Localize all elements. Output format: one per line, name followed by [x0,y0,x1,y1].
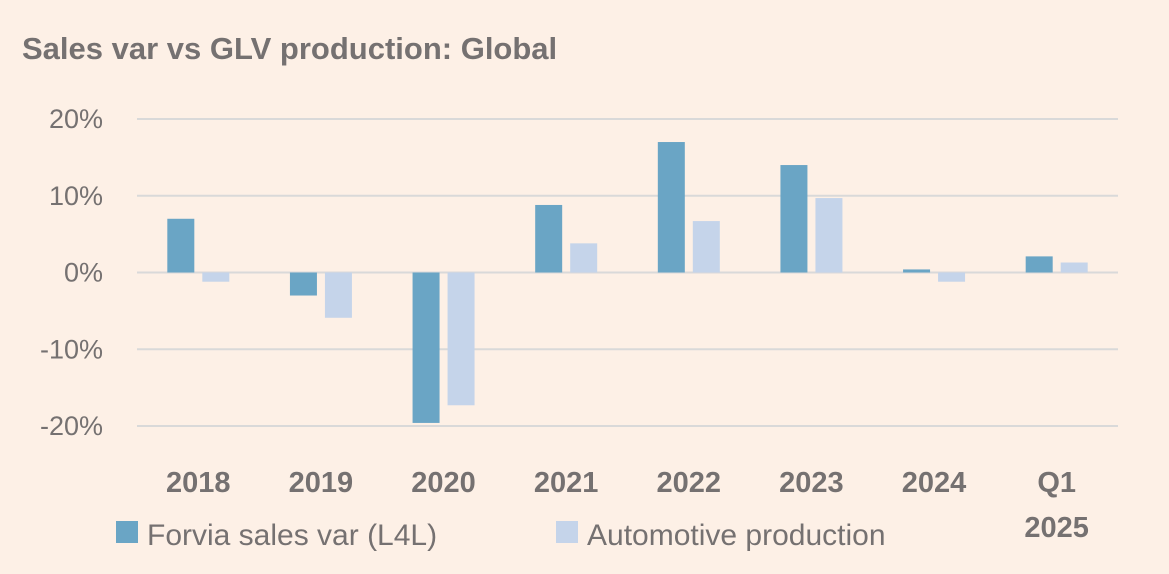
bar-automotive-2018 [202,272,230,282]
y-tick-label: -20% [40,411,103,441]
chart-title: Sales var vs GLV production: Global [22,31,557,66]
x-tick-label: 2024 [902,467,967,499]
y-tick-label: -10% [40,334,103,364]
x-tick-label: 2020 [411,467,476,499]
bar-forvia-2020 [412,272,440,423]
bar-automotive-2024 [938,272,966,282]
bar-automotive-2021 [570,243,598,273]
x-tick-label: 2023 [779,467,844,499]
x-tick-label: 2018 [166,467,231,499]
x-tick-label: 2025 [1024,512,1089,544]
bar-automotive-2022 [692,221,720,273]
bar-forvia-2018 [167,218,195,273]
bar-forvia-2022 [657,142,685,273]
bar-forvia-2021 [535,204,563,273]
bar-forvia-2024 [903,269,931,273]
x-tick-label: 2019 [289,467,354,499]
bar-forvia-2023 [780,165,808,273]
y-tick-label: 0% [64,258,103,288]
bar-forvia-q1-2025 [1025,256,1053,273]
legend-label: Automotive production [587,519,886,552]
y-tick-label: 20% [49,104,103,134]
x-tick-label: Q1 [1037,467,1076,499]
y-tick-label: 10% [49,181,103,211]
bar-automotive-2023 [815,198,843,273]
legend-swatch [556,521,578,543]
x-tick-label: 2021 [534,467,599,499]
bar-automotive-q1-2025 [1060,262,1088,273]
bar-forvia-2019 [289,272,317,296]
legend-swatch [116,521,138,543]
x-tick-label: 2022 [657,467,722,499]
bar-automotive-2020 [447,272,475,406]
bar-automotive-2019 [324,272,352,318]
legend-label: Forvia sales var (L4L) [147,519,437,552]
